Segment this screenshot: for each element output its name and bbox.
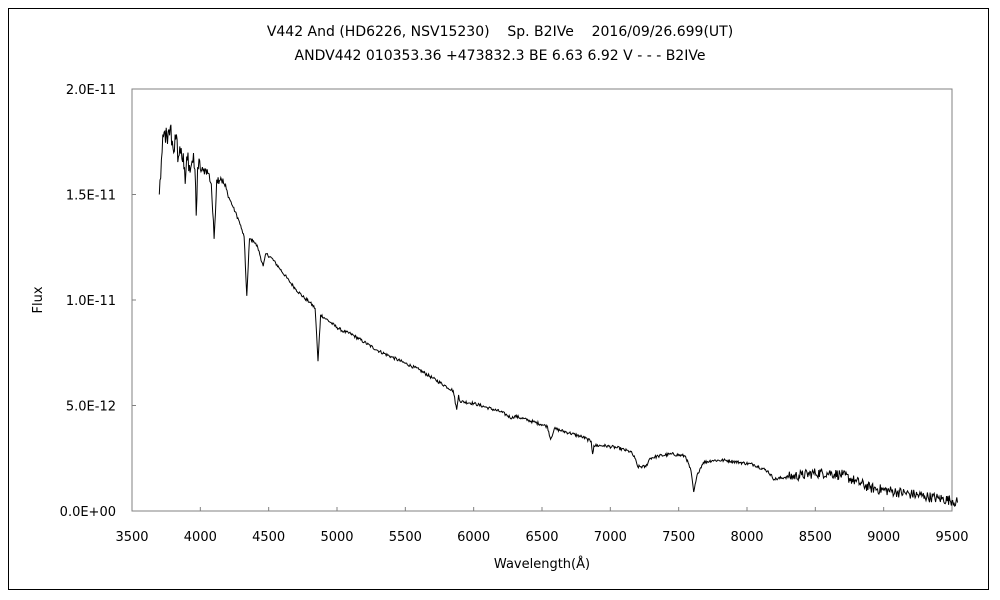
x-tick-label: 9500 (935, 530, 968, 545)
x-tick-label: 8500 (799, 530, 832, 545)
y-tick-label: 1.5E-11 (66, 189, 116, 204)
chart-title: V442 And (HD6226, NSV15230) Sp. B2IVe 20… (266, 24, 734, 40)
x-tick-label: 7500 (662, 530, 695, 545)
x-tick-label: 6500 (525, 530, 558, 545)
x-tick-label: 3500 (115, 530, 148, 545)
y-tick-label: 2.0E-11 (66, 83, 116, 98)
chart-frame (8, 8, 989, 590)
y-axis: 0.0E+00 5.0E-12 1.0E-11 1.5E-11 2.0E-11 (60, 83, 136, 520)
y-axis-title: Flux (31, 286, 46, 313)
x-tick-label: 5000 (320, 530, 353, 545)
x-tick-label: 4500 (252, 530, 285, 545)
x-tick-label: 9000 (867, 530, 900, 545)
x-tick-label: 8000 (730, 530, 763, 545)
y-tick-label: 5.0E-12 (66, 400, 116, 415)
x-axis-title: Wavelength(Å) (494, 556, 590, 572)
series-line (158, 124, 958, 507)
x-tick-label: 7000 (594, 530, 627, 545)
y-tick-label: 1.0E-11 (66, 294, 116, 309)
x-tick-label: 5500 (389, 530, 422, 545)
x-tick-label: 4000 (184, 530, 217, 545)
y-tick-label: 0.0E+00 (60, 505, 116, 520)
x-axis: 3500 4000 4500 5000 5500 6000 6500 7000 7500 8000… (115, 507, 969, 545)
x-tick-label: 6000 (457, 530, 490, 545)
chart-subtitle: ANDV442 010353.36 +473832.3 BE 6.63 6.92… (294, 48, 706, 64)
plot-area (131, 88, 953, 512)
